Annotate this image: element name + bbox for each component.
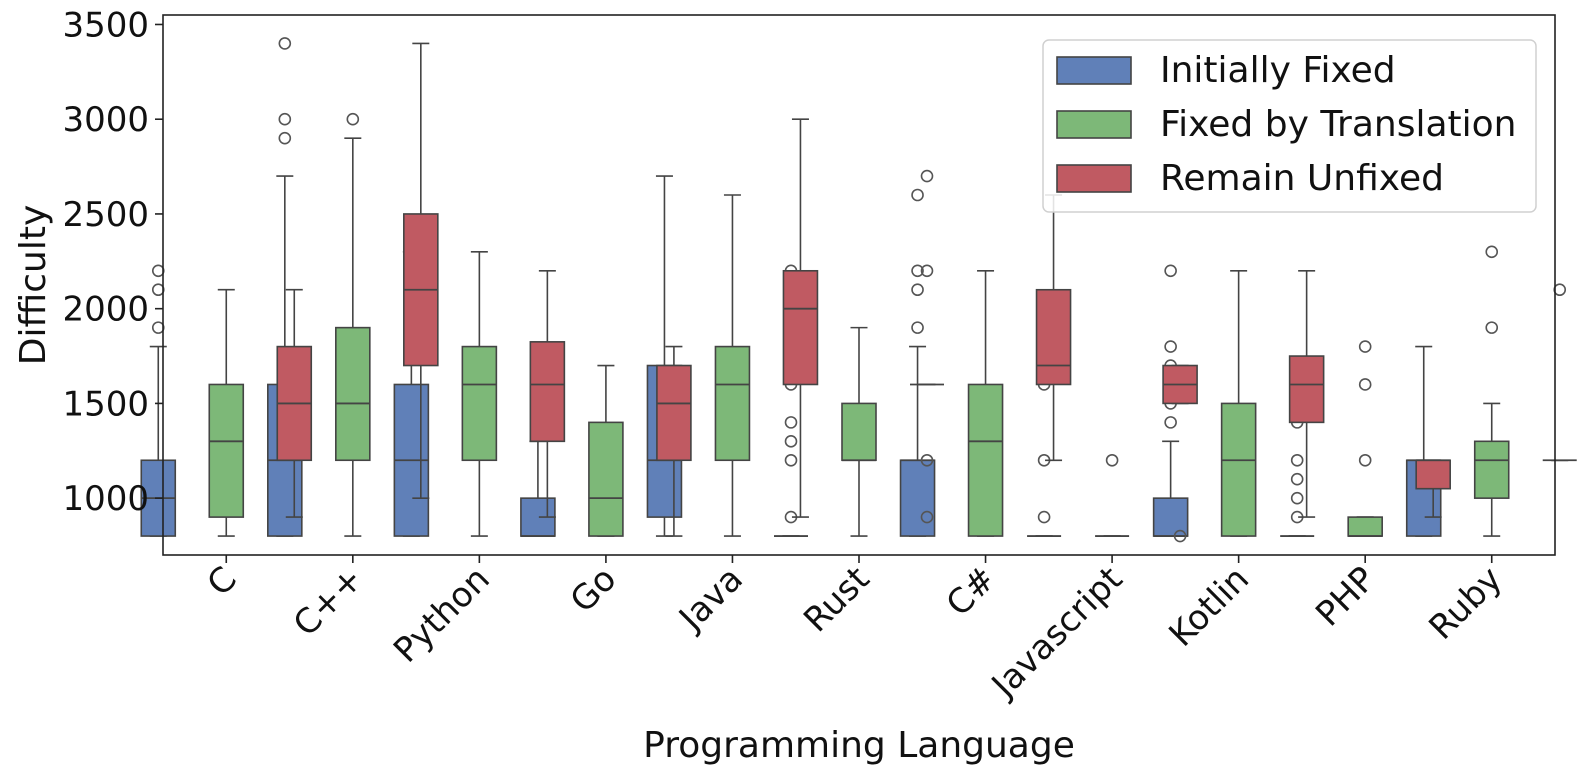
box-initially-fixed-6: [899, 188, 936, 537]
outlier-point: [911, 264, 924, 278]
box-remain-unfixed-9: [1415, 459, 1451, 518]
outlier-point: [1290, 453, 1304, 467]
outlier-point: [1358, 453, 1372, 467]
y-tick-label: 1000: [62, 479, 149, 519]
y-tick-label: 3000: [62, 100, 149, 140]
box-iqr: [1220, 402, 1257, 537]
box-fixed-by-translation-4: [714, 194, 751, 537]
outlier-point: [920, 453, 934, 467]
outlier-point: [1290, 472, 1304, 486]
box-iqr: [1035, 288, 1072, 386]
box-iqr: [899, 459, 936, 537]
box-remain-unfixed-8: [1288, 269, 1325, 518]
outlier-point: [1164, 340, 1177, 353]
box-remain-unfixed-3: [656, 345, 692, 537]
box-iqr: [714, 345, 751, 462]
outlier-point: [1358, 378, 1372, 391]
box-remain-unfixed-1: [403, 42, 439, 499]
box-remain-unfixed-0: [276, 288, 313, 518]
box-fixed-by-translation-9: [1347, 340, 1383, 537]
legend-swatch: [1056, 164, 1132, 193]
legend-swatch: [1056, 110, 1132, 139]
outlier-point: [784, 416, 798, 429]
legend-label: Fixed by Translation: [1160, 104, 1516, 145]
box-remain-unfixed-6: [1035, 194, 1072, 462]
box-fixed-by-translation-8: [1220, 269, 1257, 537]
box-fixed-by-translation-3: [588, 364, 624, 537]
outlier-point: [278, 112, 292, 126]
box-iqr: [1415, 459, 1451, 490]
box-remain-unfixed-2: [529, 269, 566, 518]
x-axis-label: Programming Language: [643, 725, 1075, 766]
box-iqr: [656, 364, 692, 462]
box-iqr: [461, 345, 498, 462]
y-axis: 1000 1500 2000 2500 3000 3500: [62, 5, 163, 519]
outlier-point: [911, 188, 924, 202]
outlier-point: [784, 435, 798, 448]
outlier-point: [1358, 340, 1372, 353]
box-iqr: [782, 269, 819, 386]
outlier-point: [1105, 453, 1119, 467]
outlier-point: [920, 510, 934, 524]
outlier-point: [911, 283, 924, 297]
outlier-point: [911, 321, 924, 334]
box-iqr: [1152, 497, 1189, 537]
outlier-point: [1037, 510, 1051, 524]
box-iqr: [208, 383, 245, 518]
box-remain-unfixed-7: [1162, 364, 1198, 543]
box-iqr: [841, 402, 877, 462]
legend-frame: [1042, 39, 1537, 213]
outlier-point: [1164, 416, 1177, 429]
outlier-point: [1485, 245, 1499, 259]
box-fixed-by-translation-10: [1473, 245, 1510, 537]
box-remain-unfixed-5: [910, 169, 944, 524]
box-initially-fixed-2: [393, 251, 430, 537]
box-remain-unfixed-4: [782, 118, 819, 518]
legend-swatch: [1056, 56, 1132, 85]
box-iqr: [1473, 440, 1510, 499]
outlier-point: [1173, 529, 1187, 543]
box-fixed-by-translation-2: [461, 251, 498, 537]
legend: Initially Fixed Fixed by Translation Remai…: [1042, 39, 1537, 213]
box-initially-fixed-0: [140, 264, 177, 537]
box-iqr: [588, 421, 624, 537]
box-fixed-by-translation-7: [1095, 453, 1130, 537]
outlier-point: [1485, 321, 1499, 334]
box-iqr: [967, 383, 1004, 537]
box-iqr: [1347, 516, 1383, 537]
box-fixed-by-translation-1: [335, 112, 371, 537]
outlier-point: [278, 131, 292, 145]
box-iqr: [1288, 355, 1325, 424]
y-tick-label: 2000: [62, 290, 149, 330]
legend-label: Initially Fixed: [1160, 50, 1396, 91]
box-fixed-by-translation-0: [208, 288, 245, 537]
box-fixed-by-translation-5: [841, 326, 877, 537]
outlier-point: [346, 112, 360, 126]
outlier-point: [784, 453, 798, 467]
plot-area: [140, 37, 1577, 543]
y-axis-label: Difficulty: [13, 205, 54, 366]
box-fixed-by-translation-6: [967, 269, 1004, 537]
box-iqr: [520, 497, 556, 537]
box-iqr: [529, 341, 566, 443]
y-tick-label: 3500: [62, 5, 149, 45]
box-iqr: [335, 326, 371, 462]
legend-label: Remain Unfixed: [1160, 158, 1444, 199]
outlier-point: [920, 264, 934, 278]
outlier-point: [920, 169, 934, 183]
y-tick-label: 1500: [62, 384, 149, 424]
outlier-point: [1290, 491, 1304, 505]
outlier-point: [278, 37, 292, 50]
outlier-point: [1164, 264, 1177, 278]
y-tick-label: 2500: [62, 195, 149, 235]
